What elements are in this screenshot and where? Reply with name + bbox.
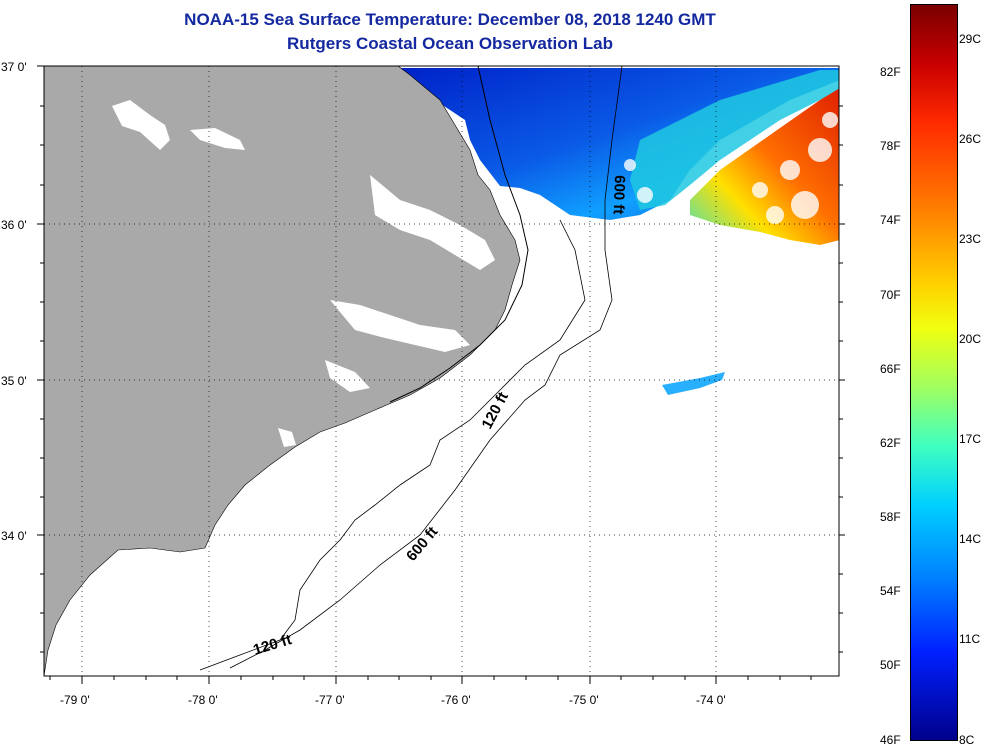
colorbar-c-8: 8C [959,733,975,747]
colorbar-f-74: 74F [880,213,901,227]
lat-label-35: 35 0' [1,374,27,388]
colorbar-c-17: 17C [959,432,982,446]
colorbar-f-46: 46F [880,733,901,747]
colorbar-f-78: 78F [880,139,901,153]
lat-lon-grid [44,66,839,676]
sst-transition-band [630,70,839,210]
colorbar-f-62: 62F [880,436,901,450]
colorbar-f-82: 82F [880,65,901,79]
map-title: NOAA-15 Sea Surface Temperature: Decembe… [184,10,716,29]
sst-small-patch [662,372,725,395]
colorbar-c-29: 29C [959,32,982,46]
colorbar-f-50: 50F [880,658,901,672]
colorbar-f-66: 66F [880,362,901,376]
colorbar-c-23: 23C [959,232,982,246]
axis-ticks [37,65,845,684]
lon-label-74: -74 0' [696,693,726,707]
lon-label-75: -75 0' [569,693,599,707]
colorbar-f-54: 54F [880,584,901,598]
lon-label-79: -79 0' [60,693,90,707]
sounds-water [112,100,495,447]
colorbar-c-11: 11C [959,632,981,646]
temperature-colorbar [910,4,958,741]
colorbar-f-70: 70F [880,288,901,302]
lon-label-77: -77 0' [315,693,345,707]
lon-label-76: -76 0' [441,693,471,707]
colorbar-c-26: 26C [959,132,982,146]
lat-label-37: 37 0' [1,60,27,74]
map-subtitle: Rutgers Coastal Ocean Observation Lab [287,34,613,53]
colorbar-c-20: 20C [959,332,982,346]
colorbar-f-58: 58F [880,510,901,524]
contour-120ft [199,219,586,671]
contour-600ft [229,66,623,669]
lon-label-78: -78 0' [188,693,218,707]
lat-label-36: 36 0' [1,218,27,232]
contour-label-600ft-b: 600 ft [610,175,628,215]
lat-label-34: 34 0' [1,529,27,543]
outer-banks [389,66,529,403]
colorbar-c-14: 14C [959,532,982,546]
cloud-speckle [624,112,838,224]
